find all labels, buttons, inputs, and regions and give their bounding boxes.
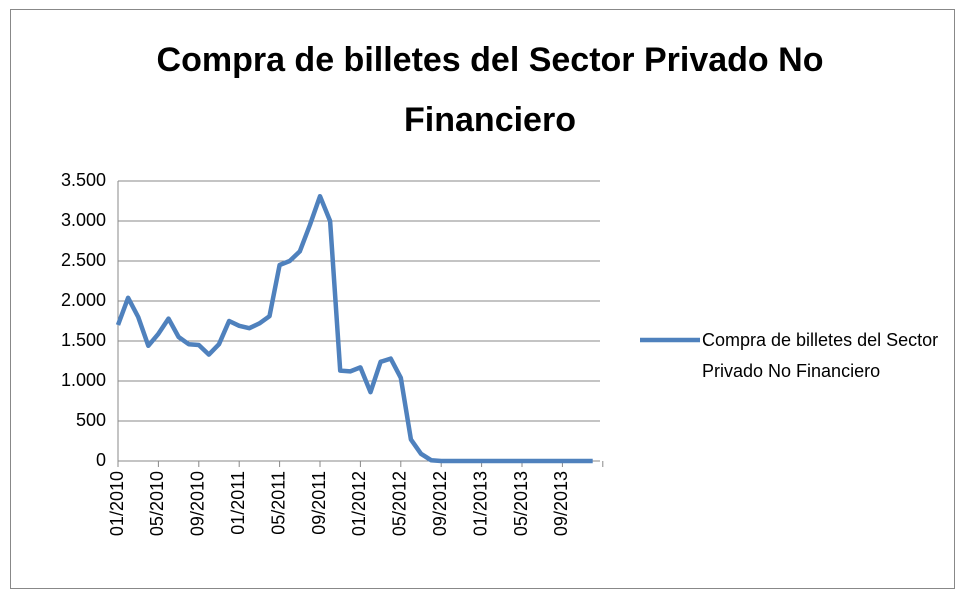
x-tick-label: 01/2010 <box>107 471 127 536</box>
x-tick-label: 01/2013 <box>470 471 490 536</box>
chart-title: Compra de billetes del Sector Privado No… <box>156 41 824 139</box>
y-tick-label: 3.500 <box>61 170 106 190</box>
y-tick-label: 500 <box>76 410 106 430</box>
y-tick-label: 1.500 <box>61 330 106 350</box>
x-tick-label: 09/2011 <box>309 471 329 535</box>
x-tick-label: 01/2011 <box>228 471 248 535</box>
x-tick-label: 05/2011 <box>268 471 288 535</box>
y-tick-label: 1.000 <box>61 370 106 390</box>
legend-label: Compra de billetes del Sector Privado No… <box>702 330 939 381</box>
y-tick-label: 2.500 <box>61 250 106 270</box>
y-tick-label: 0 <box>96 450 106 470</box>
y-tick-label: 2.000 <box>61 290 106 310</box>
x-tick-label: 09/2013 <box>551 471 571 536</box>
data-line <box>115 193 593 464</box>
x-tick-label: 09/2010 <box>188 471 208 536</box>
x-tick-label: 05/2010 <box>147 471 167 536</box>
x-tick-label: 05/2013 <box>511 471 531 536</box>
x-tick-label: 09/2012 <box>430 471 450 536</box>
x-tick-label: 01/2012 <box>349 471 369 536</box>
x-tick-label: 05/2012 <box>390 471 410 536</box>
y-tick-label: 3.000 <box>61 210 106 230</box>
